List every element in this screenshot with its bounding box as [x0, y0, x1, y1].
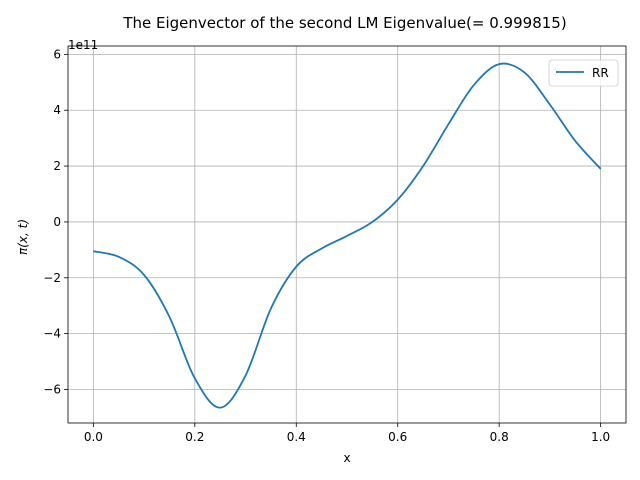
- y-offset-label: 1e11: [68, 38, 98, 52]
- x-tick-label: 1.0: [591, 430, 610, 444]
- x-tick-label: 0.0: [84, 430, 103, 444]
- x-tick-label: 0.8: [490, 430, 509, 444]
- y-tick-label: −6: [43, 382, 61, 396]
- y-tick-label: −2: [43, 271, 61, 285]
- x-tick-label: 0.6: [388, 430, 407, 444]
- x-tick-label: 0.2: [185, 430, 204, 444]
- y-axis-label: π(x, t): [16, 219, 30, 255]
- axes: [67, 45, 627, 424]
- legend: RR: [548, 59, 619, 87]
- y-tick-label: 0: [53, 215, 61, 229]
- legend-frame: [548, 59, 619, 87]
- legend-label-rr: RR: [592, 66, 609, 80]
- y-tick-label: 4: [53, 103, 61, 117]
- chart-title: The Eigenvector of the second LM Eigenva…: [122, 14, 566, 32]
- grid: [68, 46, 626, 423]
- y-tick-label: −4: [43, 327, 61, 341]
- y-tick-label: 2: [53, 159, 61, 173]
- series-layer: [93, 62, 602, 409]
- x-tick-label: 0.4: [287, 430, 306, 444]
- y-tick-label: 6: [53, 47, 61, 61]
- ticks: 0.0 0.2 0.4 0.6 0.8 1.0 −6 −4 −2 0 2 4 6: [43, 47, 610, 444]
- plot-frame: [67, 45, 627, 424]
- x-axis-label: x: [343, 451, 350, 465]
